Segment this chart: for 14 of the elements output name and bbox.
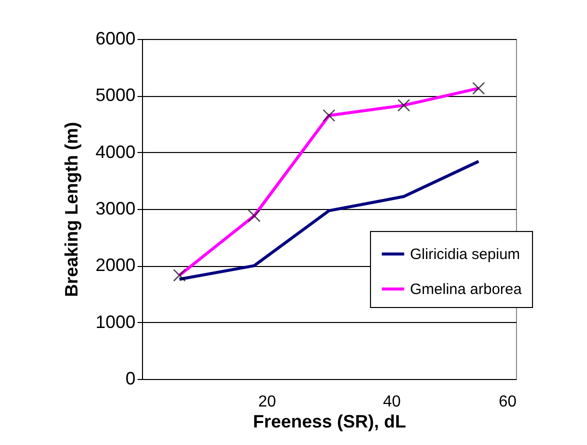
x-tick-label: 60 bbox=[498, 394, 517, 410]
y-tick-label: 5000 bbox=[95, 85, 136, 106]
y-tick-label: 1000 bbox=[95, 312, 136, 332]
y-tick-label: 3000 bbox=[95, 198, 136, 218]
x-tick-label: 20 bbox=[258, 394, 276, 410]
x-tick-label: 40 bbox=[382, 394, 401, 410]
legend-label: Gmelina arborea bbox=[410, 281, 522, 298]
y-tick-label: 4000 bbox=[95, 142, 136, 162]
x-axis-title: Freeness (SR), dL bbox=[252, 412, 406, 432]
y-tick-label: 2000 bbox=[95, 255, 136, 276]
legend-label: Gliricidia sepium bbox=[410, 246, 520, 263]
y-tick-label: 0 bbox=[125, 368, 136, 388]
y-tick-label: 6000 bbox=[95, 28, 136, 48]
y-axis-title: Breaking Length (m) bbox=[61, 122, 82, 298]
